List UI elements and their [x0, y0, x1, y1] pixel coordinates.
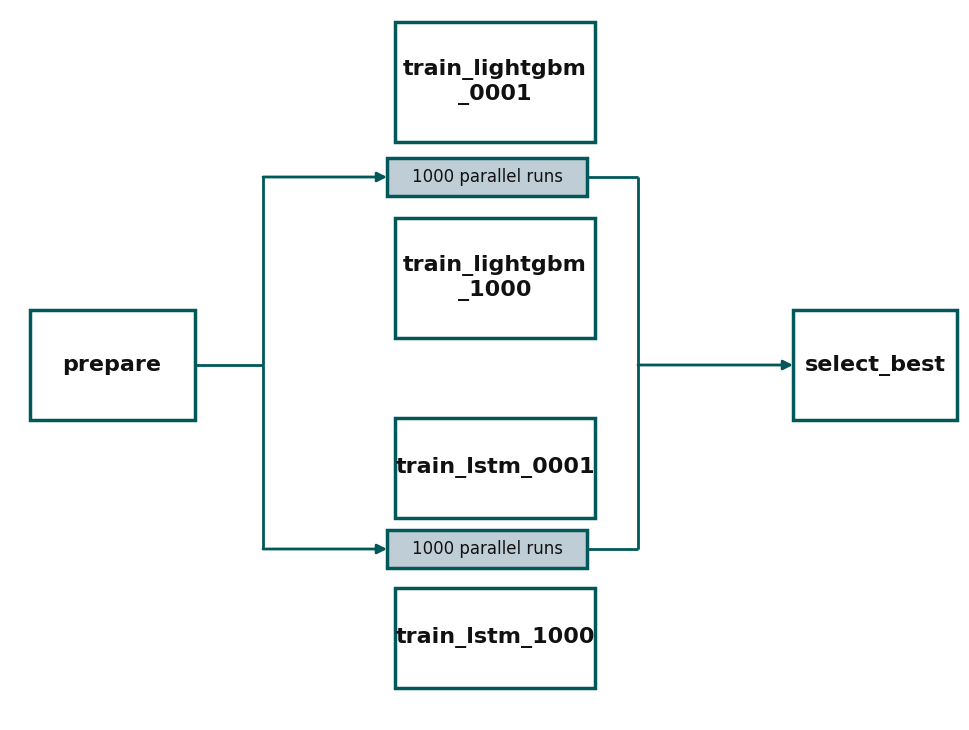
FancyBboxPatch shape	[387, 158, 586, 196]
FancyBboxPatch shape	[394, 588, 594, 688]
Text: train_lstm_0001: train_lstm_0001	[394, 458, 594, 478]
FancyBboxPatch shape	[394, 418, 594, 518]
FancyBboxPatch shape	[394, 22, 594, 142]
Text: train_lightgbm
_1000: train_lightgbm _1000	[403, 255, 586, 301]
Text: 1000 parallel runs: 1000 parallel runs	[411, 540, 562, 558]
FancyBboxPatch shape	[394, 218, 594, 338]
FancyBboxPatch shape	[29, 310, 195, 420]
Text: train_lightgbm
_0001: train_lightgbm _0001	[403, 59, 586, 104]
FancyBboxPatch shape	[792, 310, 956, 420]
Text: prepare: prepare	[62, 355, 161, 375]
Text: 1000 parallel runs: 1000 parallel runs	[411, 168, 562, 186]
FancyBboxPatch shape	[387, 530, 586, 568]
Text: train_lstm_1000: train_lstm_1000	[394, 628, 594, 648]
Text: select_best: select_best	[803, 355, 945, 375]
